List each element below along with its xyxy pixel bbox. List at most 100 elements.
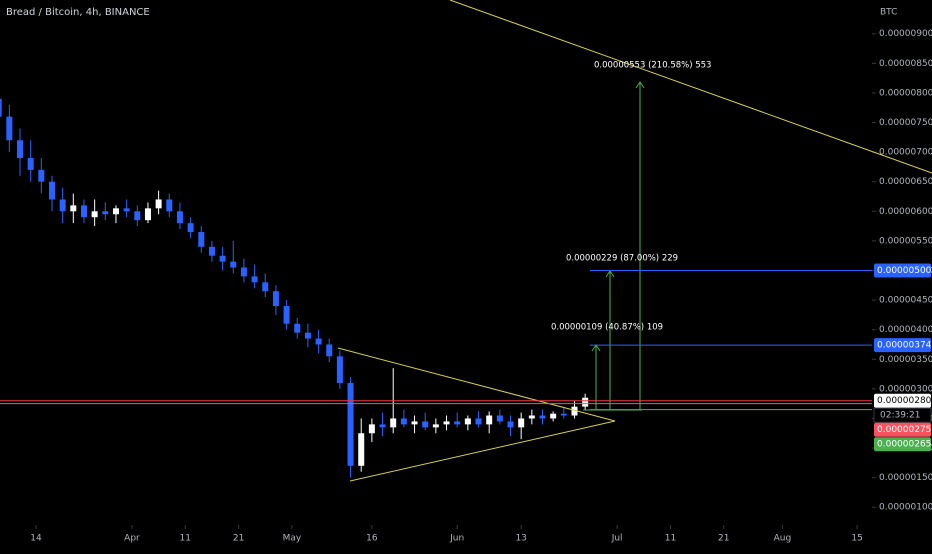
candle-body xyxy=(358,433,365,466)
candle-body xyxy=(368,424,375,434)
candle-body xyxy=(464,418,471,425)
measure-label: 0.00000229 (87.00%) 229 xyxy=(566,254,678,264)
y-tick-label: 0.00000400 xyxy=(879,325,932,335)
candle-body xyxy=(411,421,418,425)
candle-body xyxy=(507,421,514,428)
price-box xyxy=(874,263,931,278)
candle-body xyxy=(80,205,87,218)
candle-body xyxy=(91,211,98,218)
candle-body xyxy=(582,397,589,407)
x-tick-label: 14 xyxy=(30,534,42,544)
candle-body xyxy=(187,223,194,233)
candle-body xyxy=(219,255,226,262)
candle-body xyxy=(560,413,567,416)
x-tick-label: 13 xyxy=(515,534,526,544)
y-tick-label: 0.00000150 xyxy=(879,473,932,483)
y-tick-label: 0.00000650 xyxy=(879,177,932,187)
arrow-head xyxy=(605,270,615,278)
chart-title: Bread / Bitcoin, 4h, BINANCE xyxy=(6,7,150,18)
candle-body xyxy=(198,232,205,247)
candle-body xyxy=(571,406,578,416)
arrow-head xyxy=(635,81,645,89)
candle-body xyxy=(16,140,23,159)
candle-body xyxy=(336,356,343,383)
x-tick-label: 21 xyxy=(718,534,729,544)
y-tick-label: 0.00000850 xyxy=(879,59,932,69)
price-box-label: 0.00000374 xyxy=(877,341,932,351)
candle-body xyxy=(166,199,173,212)
x-tick-label: Jun xyxy=(449,534,464,544)
candle-body xyxy=(539,415,546,419)
candle-body xyxy=(240,267,247,277)
triangle-upper xyxy=(337,347,616,422)
candle-body xyxy=(454,421,461,425)
x-tick-label: 21 xyxy=(233,534,244,544)
candle-body xyxy=(144,208,151,221)
candle-body xyxy=(176,211,183,224)
trend-line xyxy=(449,0,932,174)
price-box-label: 0.00000265 xyxy=(877,440,931,450)
price-box xyxy=(874,437,931,452)
candle-body xyxy=(208,246,215,256)
candle-body xyxy=(422,421,429,428)
y-tick-label: 0.00000750 xyxy=(879,118,932,128)
y-tick-label: 0.00000550 xyxy=(879,236,932,246)
candle-body xyxy=(443,421,450,425)
price-box xyxy=(874,422,931,437)
candle-body xyxy=(0,98,2,117)
x-tick-label: Jul xyxy=(611,534,623,544)
candle-body xyxy=(251,276,258,283)
triangle-lower xyxy=(349,420,616,482)
x-tick-label: 11 xyxy=(665,534,676,544)
countdown: 02:39:21 xyxy=(880,411,920,421)
countdown-box xyxy=(873,407,932,423)
candle-body xyxy=(315,338,322,345)
candle-body xyxy=(347,382,354,466)
price-box-label: 0.00000275 xyxy=(877,425,931,435)
candle-body xyxy=(6,116,13,141)
candle-body xyxy=(528,415,535,419)
candle-body xyxy=(38,169,45,182)
x-tick-label: 11 xyxy=(180,534,191,544)
y-tick-label: 0.00000600 xyxy=(879,207,932,217)
candle-body xyxy=(486,415,493,425)
y-tick-label: 0.00000900 xyxy=(879,29,932,39)
price-box-label: 0.00000500 xyxy=(877,266,932,276)
candle-body xyxy=(400,418,407,425)
y-tick-label: 0.00000350 xyxy=(879,355,932,365)
candle-body xyxy=(155,199,162,209)
measure-label: 0.00000109 (40.87%) 109 xyxy=(551,323,663,333)
x-tick-label: May xyxy=(283,534,302,544)
price-box xyxy=(874,393,931,408)
x-tick-label: Aug xyxy=(774,534,792,544)
y-tick-label: 0.00000700 xyxy=(879,148,932,158)
candle-body xyxy=(134,211,141,221)
candle-body xyxy=(283,306,290,324)
candle-body xyxy=(496,415,503,422)
candle-body xyxy=(70,205,77,212)
y-tick-label: 0.00000300 xyxy=(879,384,932,394)
candle-body xyxy=(390,418,397,428)
price-box-label: 0.00000280 xyxy=(877,396,932,406)
candle-body xyxy=(379,424,386,428)
x-tick-label: 16 xyxy=(366,534,378,544)
candle-body xyxy=(262,282,269,292)
price-box xyxy=(874,338,931,353)
candle-body xyxy=(48,181,55,200)
y-tick-label: 0.00000800 xyxy=(879,88,932,98)
x-tick-label: Apr xyxy=(124,534,140,544)
candle-body xyxy=(294,323,301,333)
candle-body xyxy=(432,424,439,428)
candle-body xyxy=(102,211,109,215)
candle-body xyxy=(123,208,130,212)
candle-body xyxy=(272,291,279,307)
candle-body xyxy=(326,344,333,357)
measure-label: 0.00000553 (210.58%) 553 xyxy=(594,61,711,71)
candle-body xyxy=(475,418,482,425)
unit-label: BTC xyxy=(880,8,897,18)
candle-body xyxy=(550,413,557,419)
candle-body xyxy=(112,208,119,215)
candle-body xyxy=(518,418,525,428)
